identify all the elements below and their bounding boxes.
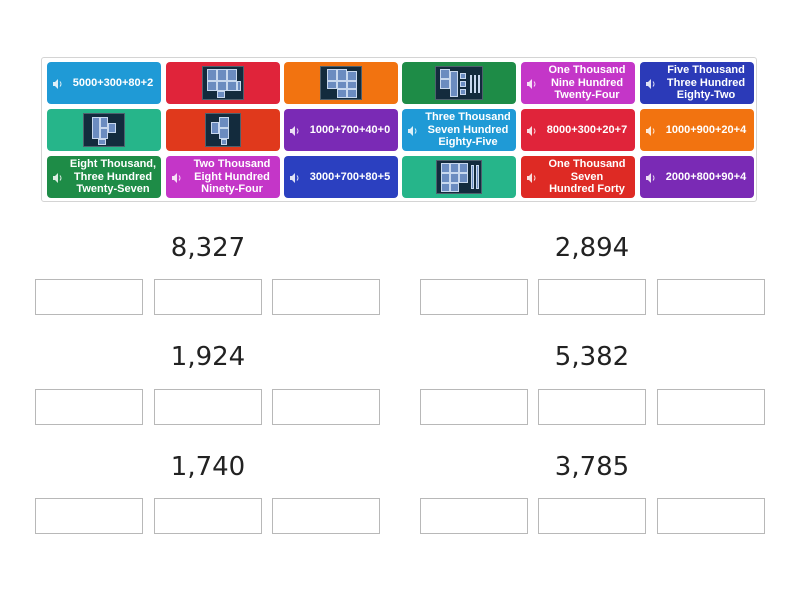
speaker-icon[interactable] — [52, 77, 68, 89]
answer-tile[interactable] — [47, 109, 161, 151]
tile-label: One Thousand Seven Hundred Forty — [548, 158, 626, 196]
drop-slot[interactable] — [657, 498, 765, 534]
base-ten-blocks-image — [436, 160, 482, 194]
tile-label: Two Thousand Eight Hundred Ninety-Four — [193, 158, 271, 196]
drop-slot[interactable] — [272, 498, 380, 534]
answer-tile[interactable]: Eight Thousand, Three Hundred Twenty-Sev… — [47, 156, 161, 198]
tile-label: 2000+800+90+4 — [665, 170, 747, 183]
group-number: 1,740 — [170, 452, 246, 482]
tile-label: Three Thousand Seven Hundred Eighty-Five — [425, 111, 511, 149]
answer-tile[interactable]: Two Thousand Eight Hundred Ninety-Four — [166, 156, 280, 198]
answer-tile[interactable]: 2000+800+90+4 — [640, 156, 754, 198]
drop-slot[interactable] — [272, 279, 380, 315]
speaker-icon[interactable] — [289, 171, 305, 183]
speaker-icon[interactable] — [645, 171, 661, 183]
base-ten-blocks-image — [320, 66, 362, 100]
answer-tile[interactable]: 1000+700+40+0 — [284, 109, 398, 151]
drop-slot[interactable] — [154, 389, 262, 425]
group-number: 8,327 — [170, 233, 246, 263]
drop-slot[interactable] — [35, 498, 143, 534]
drop-slot[interactable] — [538, 389, 646, 425]
drop-slot[interactable] — [538, 279, 646, 315]
drop-slot[interactable] — [35, 389, 143, 425]
base-ten-blocks-image — [435, 66, 483, 100]
speaker-icon[interactable] — [526, 124, 542, 136]
group-number: 3,785 — [554, 452, 630, 482]
drop-slot[interactable] — [538, 498, 646, 534]
answer-tile[interactable]: One Thousand Nine Hundred Twenty-Four — [521, 62, 635, 104]
drop-slot[interactable] — [657, 389, 765, 425]
tile-label: One Thousand Nine Hundred Twenty-Four — [548, 64, 626, 102]
speaker-icon[interactable] — [645, 77, 661, 89]
drop-slot[interactable] — [154, 279, 262, 315]
speaker-icon[interactable] — [171, 171, 187, 183]
drop-slot[interactable] — [657, 279, 765, 315]
speaker-icon[interactable] — [645, 124, 661, 136]
answer-tile[interactable]: Five Thousand Three Hundred Eighty-Two — [640, 62, 754, 104]
answer-tile[interactable]: 8000+300+20+7 — [521, 109, 635, 151]
tile-label: 5000+300+80+2 — [72, 76, 154, 89]
drop-slot[interactable] — [420, 279, 528, 315]
tile-label: 1000+700+40+0 — [309, 123, 391, 136]
group-number: 2,894 — [554, 233, 630, 263]
drop-slot[interactable] — [420, 498, 528, 534]
drop-slot[interactable] — [35, 279, 143, 315]
speaker-icon[interactable] — [526, 77, 542, 89]
speaker-icon[interactable] — [52, 171, 68, 183]
tile-label: Five Thousand Three Hundred Eighty-Two — [666, 64, 746, 102]
answer-tile[interactable] — [284, 62, 398, 104]
base-ten-blocks-image — [83, 113, 125, 147]
answer-tile[interactable] — [166, 109, 280, 151]
tile-label: 8000+300+20+7 — [546, 123, 628, 136]
answer-tile[interactable]: 1000+900+20+4 — [640, 109, 754, 151]
answer-tile[interactable]: Three Thousand Seven Hundred Eighty-Five — [402, 109, 516, 151]
tile-label: 1000+900+20+4 — [665, 123, 747, 136]
base-ten-blocks-image — [205, 113, 241, 147]
drop-slot[interactable] — [154, 498, 262, 534]
answer-tile[interactable]: 3000+700+80+5 — [284, 156, 398, 198]
answer-tile[interactable]: One Thousand Seven Hundred Forty — [521, 156, 635, 198]
answer-tile[interactable]: 5000+300+80+2 — [47, 62, 161, 104]
drop-slot[interactable] — [420, 389, 528, 425]
base-ten-blocks-image — [202, 66, 244, 100]
answer-tray: 5000+300+80+2 — [41, 57, 757, 202]
group-number: 5,382 — [554, 342, 630, 372]
speaker-icon[interactable] — [289, 124, 305, 136]
group-number: 1,924 — [170, 342, 246, 372]
tile-label: Eight Thousand, Three Hundred Twenty-Sev… — [69, 158, 157, 196]
answer-tile[interactable] — [402, 156, 516, 198]
answer-tile[interactable] — [166, 62, 280, 104]
drop-slot[interactable] — [272, 389, 380, 425]
speaker-icon[interactable] — [407, 124, 423, 136]
answer-tile[interactable] — [402, 62, 516, 104]
tile-label: 3000+700+80+5 — [309, 170, 391, 183]
speaker-icon[interactable] — [526, 171, 542, 183]
